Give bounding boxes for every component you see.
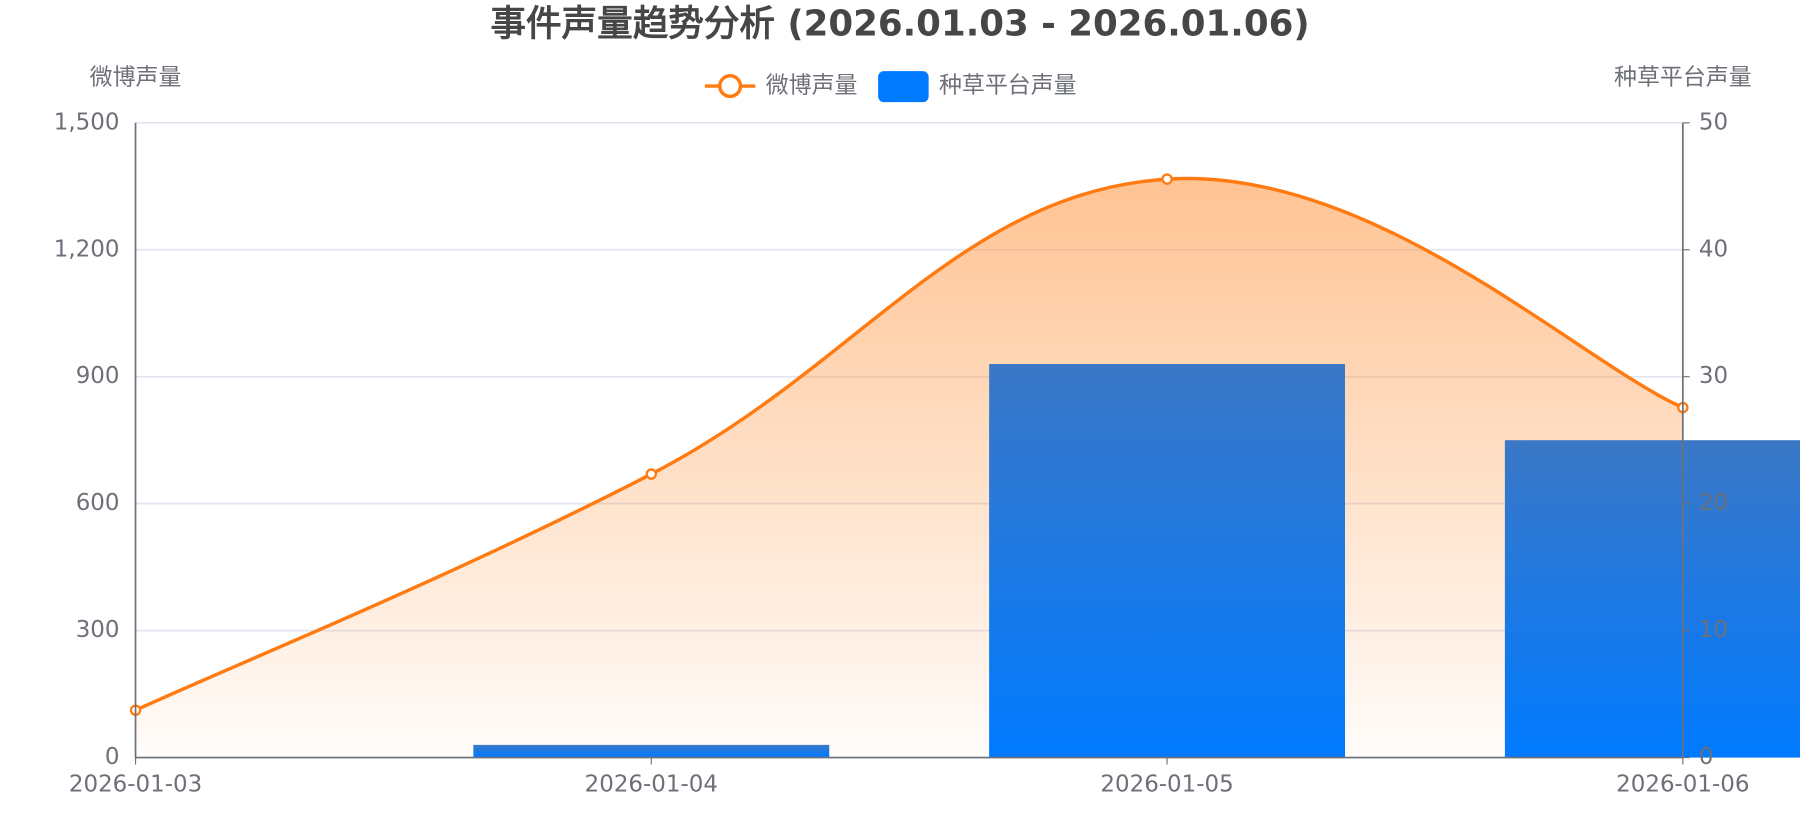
x-tick-label: 2026-01-03 (69, 772, 202, 798)
point (645, 468, 658, 480)
line (134, 176, 1684, 712)
y-axis-title: 微博声量 (90, 65, 182, 91)
x-tick-label: 2026-01-06 (1616, 772, 1749, 798)
y2-tick-label: 0 (1699, 744, 1714, 770)
y-tick-label: 0 (105, 744, 120, 770)
y-tick-label: 600 (76, 490, 120, 516)
y2-tick-label: 20 (1699, 490, 1728, 516)
legend-label: 微博声量 (766, 73, 858, 99)
point (1161, 173, 1173, 185)
x-tick-label: 2026-01-05 (1100, 772, 1233, 798)
legend-label: 种草平台声量 (939, 73, 1077, 99)
y-tick-label: 300 (76, 617, 120, 643)
y2-tick-label: 40 (1699, 236, 1728, 262)
x-tick-label: 2026-01-04 (585, 772, 718, 798)
bar (989, 364, 1346, 758)
bar (1504, 440, 1800, 758)
y2-axis-title: 种草平台声量 (1614, 65, 1752, 91)
legend-swatch (718, 74, 743, 99)
y-tick-label: 1,500 (54, 109, 120, 135)
y2-tick-label: 30 (1699, 363, 1728, 389)
y-tick-label: 900 (76, 363, 120, 389)
y2-tick-label: 10 (1699, 617, 1728, 643)
legend-swatch (878, 71, 929, 103)
bar (473, 744, 830, 758)
chart-title: 事件声量趋势分析 (2026.01.03 - 2026.01.06) (490, 3, 1309, 44)
y-tick-label: 1,200 (54, 236, 120, 262)
y2-tick-label: 50 (1699, 109, 1728, 135)
